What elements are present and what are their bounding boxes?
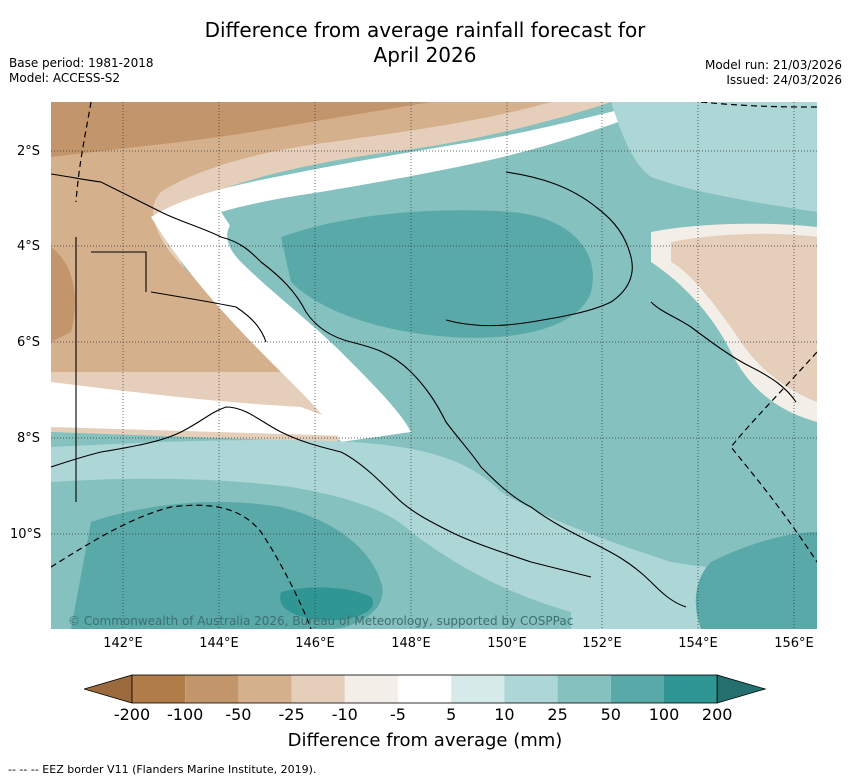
colorbar-graphic [82,674,767,704]
colorbar-segment [398,675,452,703]
eez-northeast [700,102,817,108]
base-period: Base period: 1981-2018 [9,56,154,70]
eez-south [51,504,312,629]
eez-east [730,351,817,563]
ne-wet [611,102,817,212]
colorbar-segment [504,675,558,703]
graticule [51,102,817,629]
lat-label-4s: 4°S [17,239,41,254]
copyright-notice: © Commonwealth of Australia 2026, Bureau… [68,614,574,628]
new-britain-coast [445,171,633,327]
lon-label-146e: 146°E [295,636,335,651]
lon-label-144e: 144°E [199,636,239,651]
coastlines [51,171,797,608]
colorbar-tick-label: 50 [600,705,621,724]
title-line-1: Difference from average rainfall forecas… [204,18,646,42]
neutral-band-west [51,382,381,437]
issued-date: Issued: 24/03/2026 [726,73,842,87]
province-border-1 [150,291,267,343]
central-wet-strong [281,210,593,338]
colorbar-tick-label: -10 [331,705,358,724]
model-name: Model: ACCESS-S2 [9,71,121,85]
lon-label-142e: 142°E [103,636,143,651]
dry-region-medium [51,102,551,372]
colorbar-tick-label: 10 [494,705,515,724]
colorbar-tick-label: 200 [701,705,733,724]
map-title: Difference from average rainfall forecas… [0,18,850,68]
run-info: Model run: 21/03/2026 Issued: 24/03/2026 [705,58,842,88]
colorbar-tick-label: 5 [446,705,457,724]
model-info: Base period: 1981-2018 Model: ACCESS-S2 [9,56,154,86]
colorbar-tick-label: -50 [225,705,252,724]
colorbar [82,674,768,708]
colorbar-extend-high [716,674,767,704]
colorbar-segment [664,675,718,703]
rainfall-map [51,102,817,629]
colorbar-tick-label: -200 [113,705,151,724]
lat-label-2s: 2°S [17,144,41,159]
lon-label-156e: 156°E [774,636,814,651]
lon-label-154e: 154°E [678,636,718,651]
colorbar-segment [132,675,186,703]
colorbar-tick-label: -100 [167,705,204,724]
map-canvas [51,102,817,629]
eez-borders [51,102,817,629]
model-run: Model run: 21/03/2026 [704,58,842,72]
se-wet-strong [695,532,817,629]
dry-region-strong-west [51,247,75,342]
colorbar-frame [131,674,718,704]
colorbar-segment [238,675,292,703]
eez-note: -- -- -- EEZ border V11 (Flanders Marine… [8,763,317,776]
colorbar-tick-label: 25 [547,705,568,724]
colorbar-tick-label: -5 [390,705,406,724]
lon-label-150e: 150°E [487,636,527,651]
east-dry-medium [671,233,817,402]
lat-label-8s: 8°S [17,431,41,446]
colorbar-tick-label: -25 [278,705,305,724]
lon-label-152e: 152°E [582,636,622,651]
png-north-coast [51,173,687,608]
colorbar-segment [344,675,398,703]
lat-label-10s: 10°S [10,527,42,542]
dry-region-strong [51,102,431,157]
lat-label-6s: 6°S [17,335,41,350]
south-wet-core [280,587,373,621]
colorbar-segment [291,675,345,703]
colorbar-extend-low [82,674,133,704]
province-border-2 [91,251,147,292]
bougainville-coast [650,301,797,403]
colorbar-tick-label: 100 [648,705,680,724]
colorbar-segment [557,675,611,703]
title-line-2: April 2026 [373,43,477,67]
colorbar-segment [610,675,664,703]
png-south-coast [51,406,592,578]
neutral-band [151,102,671,442]
colorbar-title: Difference from average (mm) [287,730,563,751]
lon-label-148e: 148°E [391,636,431,651]
colorbar-segment [451,675,505,703]
colorbar-segment [185,675,239,703]
